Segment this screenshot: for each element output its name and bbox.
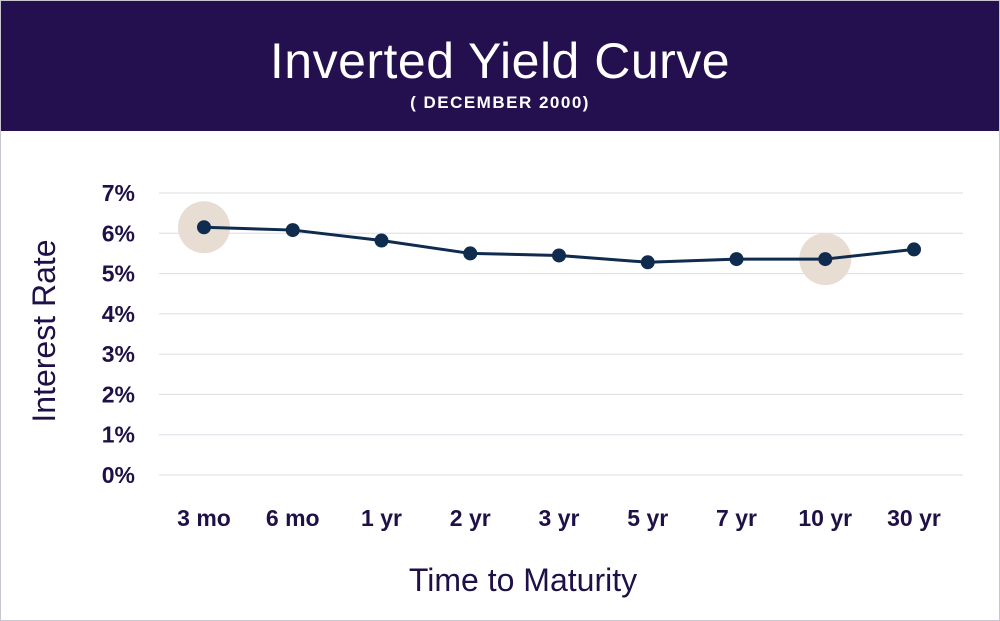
- data-point: [285, 223, 300, 238]
- data-point: [640, 255, 655, 270]
- x-axis-label: Time to Maturity: [409, 562, 637, 598]
- y-tick-label: 4%: [102, 301, 135, 327]
- y-tick-labels: 0% 1% 2% 3% 4% 5% 6% 7%: [102, 180, 135, 488]
- y-tick-label: 1%: [102, 422, 135, 448]
- data-point: [907, 242, 921, 257]
- x-tick-labels: 3 mo 6 mo 1 yr 2 yr 3 yr 5 yr 7 yr 10 yr 30 yr: [177, 505, 941, 531]
- data-point: [818, 252, 833, 267]
- data-point: [463, 246, 478, 261]
- x-tick-label: 3 mo: [177, 505, 231, 531]
- x-tick-label: 10 yr: [798, 505, 852, 531]
- data-point: [374, 233, 389, 248]
- header-banner: Inverted Yield Curve ( DECEMBER 2000): [1, 1, 999, 131]
- x-tick-label: 3 yr: [539, 505, 580, 531]
- yield-series: [197, 220, 921, 270]
- x-tick-label: 30 yr: [887, 505, 941, 531]
- y-tick-label: 6%: [102, 220, 135, 246]
- y-tick-label: 3%: [102, 341, 135, 367]
- y-tick-label: 7%: [102, 180, 135, 206]
- x-tick-label: 7 yr: [716, 505, 757, 531]
- y-tick-label: 0%: [102, 462, 135, 488]
- x-tick-label: 5 yr: [627, 505, 668, 531]
- data-point: [197, 220, 211, 235]
- data-point: [552, 248, 566, 263]
- y-tick-label: 2%: [102, 381, 135, 407]
- gridlines: [159, 192, 963, 476]
- x-tick-label: 1 yr: [361, 505, 402, 531]
- highlight-markers: [178, 201, 852, 286]
- chart-title: Inverted Yield Curve: [269, 33, 731, 89]
- chart-subtitle: ( DECEMBER 2000): [410, 93, 590, 112]
- y-axis-label: Interest Rate: [26, 239, 62, 422]
- data-point: [729, 252, 744, 267]
- x-tick-label: 6 mo: [266, 505, 320, 531]
- x-tick-label: 2 yr: [450, 505, 491, 531]
- y-tick-label: 5%: [102, 261, 135, 287]
